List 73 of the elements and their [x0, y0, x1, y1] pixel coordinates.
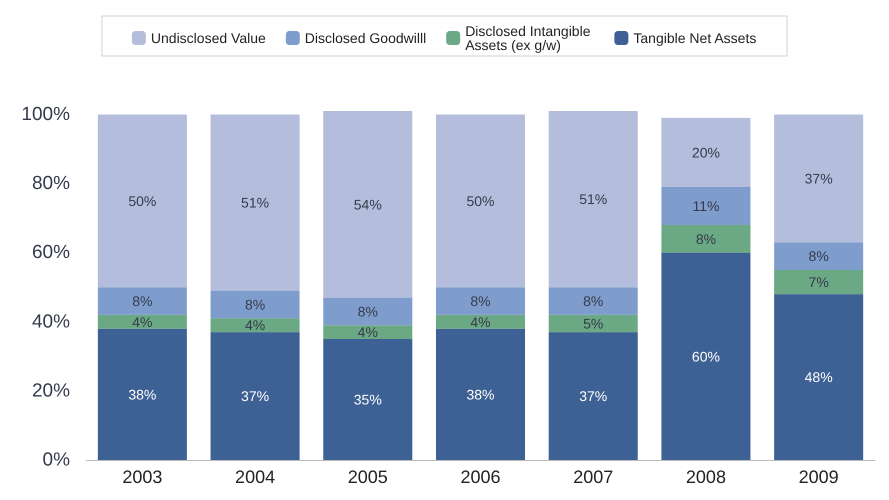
y-tick-label: 0%	[42, 450, 70, 470]
x-tick-label: 2003	[122, 467, 162, 487]
bar	[548, 314, 638, 332]
bar	[661, 225, 750, 253]
data-label: 37%	[241, 388, 270, 404]
data-label: 50%	[128, 192, 156, 209]
data-label: 8%	[358, 303, 378, 320]
data-label: 4%	[244, 317, 266, 334]
bar	[98, 328, 187, 460]
data-label: 7%	[808, 274, 829, 290]
data-label: 35%	[354, 392, 382, 408]
data-label: 8%	[244, 296, 266, 313]
legend-label: Disclosed Intangible Assets (ex g/w)	[465, 23, 594, 53]
data-label: 37%	[579, 388, 608, 404]
bar	[210, 318, 300, 332]
bar	[323, 298, 412, 326]
bar	[323, 111, 412, 298]
data-label: 8%	[132, 293, 152, 310]
data-label: 48%	[804, 369, 833, 386]
legend-label: Tangible Net Assets	[633, 30, 756, 46]
bar	[210, 290, 300, 318]
bar	[774, 294, 864, 460]
bar	[548, 287, 638, 315]
bar	[323, 339, 412, 460]
x-tick-label: 2009	[798, 467, 839, 487]
bar	[210, 114, 300, 291]
legend-label: Undisclosed Value	[150, 30, 266, 46]
bar	[774, 242, 864, 270]
bar	[323, 325, 412, 340]
y-tick-label: 100%	[21, 104, 70, 125]
legend-label: Disclosed Goodwilll	[304, 30, 426, 46]
y-tick-label: 60%	[32, 242, 70, 264]
data-label: 51%	[241, 194, 270, 211]
data-label: 38%	[466, 386, 495, 402]
data-label: 51%	[579, 191, 608, 208]
y-tick-label: 20%	[32, 380, 70, 402]
bar	[661, 252, 750, 460]
bar	[548, 111, 638, 288]
data-label: 11%	[692, 198, 720, 214]
x-tick-label: 2005	[348, 467, 388, 487]
data-label: 38%	[128, 386, 156, 402]
data-label: 54%	[354, 196, 382, 212]
data-label: 8%	[808, 248, 829, 264]
data-label: 4%	[470, 314, 491, 330]
bar	[436, 287, 526, 315]
x-tick-label: 2007	[573, 467, 614, 487]
data-label: 8%	[696, 230, 716, 247]
x-tick-label: 2006	[460, 467, 501, 487]
data-label: 50%	[466, 192, 495, 209]
data-label: 4%	[358, 324, 378, 340]
data-label: 4%	[132, 314, 152, 330]
bar	[548, 332, 638, 460]
x-tick-label: 2004	[235, 467, 276, 487]
bar	[661, 118, 750, 188]
y-tick-label: 40%	[32, 311, 70, 332]
bar	[436, 328, 526, 460]
data-label: 8%	[470, 293, 491, 310]
data-label: 60%	[692, 348, 720, 364]
data-label: 37%	[804, 170, 833, 186]
bar	[436, 114, 526, 288]
bar	[98, 114, 187, 288]
bar	[661, 187, 750, 226]
bar	[774, 270, 864, 294]
y-tick-label: 80%	[32, 173, 70, 194]
data-label: 20%	[692, 144, 720, 160]
bar	[98, 314, 187, 329]
bar	[436, 314, 526, 329]
x-tick-label: 2008	[686, 467, 726, 487]
bar	[210, 332, 300, 460]
bar	[98, 287, 187, 315]
data-label: 5%	[583, 316, 604, 332]
data-label: 8%	[583, 293, 604, 310]
bar	[774, 114, 864, 242]
